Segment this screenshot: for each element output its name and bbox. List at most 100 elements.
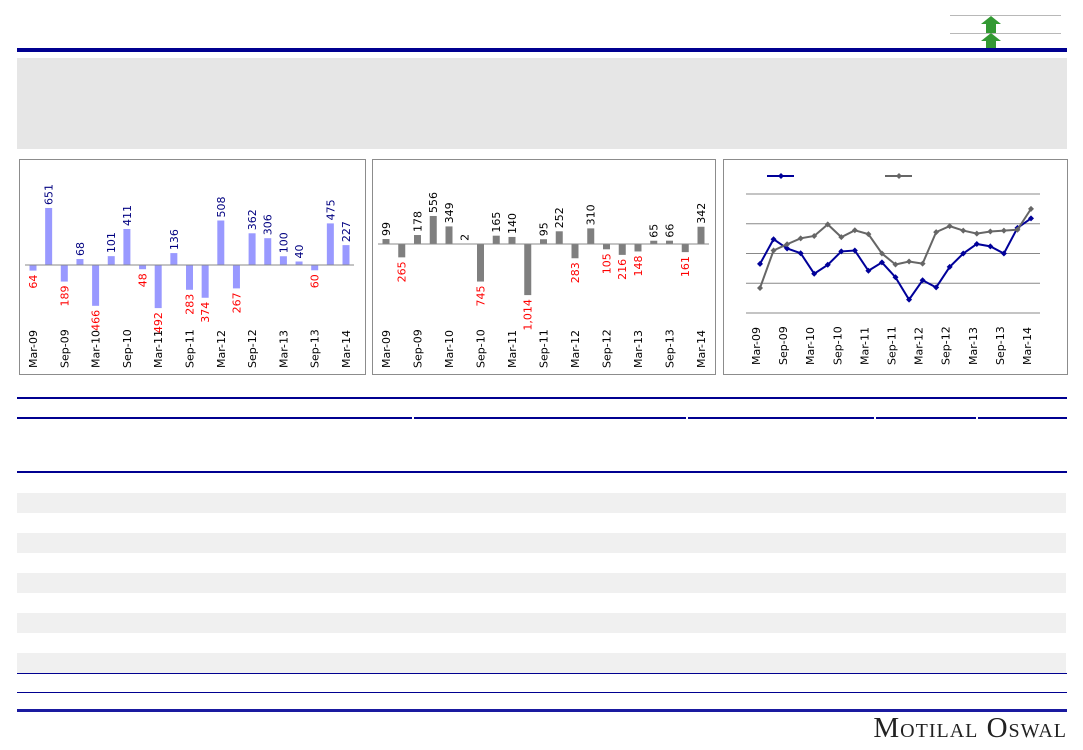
data-label: 2 bbox=[459, 234, 472, 241]
data-point bbox=[933, 229, 940, 236]
bar bbox=[650, 240, 658, 244]
data-label: 161 bbox=[679, 256, 692, 277]
x-tick-label: Mar-10 bbox=[804, 327, 817, 365]
data-point bbox=[838, 234, 845, 241]
header-rule bbox=[950, 15, 1061, 16]
data-label: 148 bbox=[632, 255, 645, 276]
x-tick-label: Sep-09 bbox=[412, 329, 425, 368]
data-label: 349 bbox=[443, 202, 456, 223]
table-row bbox=[17, 493, 1066, 513]
x-tick-label: Mar-10 bbox=[90, 330, 103, 368]
table-row bbox=[17, 533, 1066, 553]
header-rule-thick bbox=[17, 48, 1067, 52]
bar bbox=[382, 239, 390, 244]
data-label: 68 bbox=[74, 242, 87, 256]
data-label: 651 bbox=[43, 184, 56, 205]
data-label: 1,014 bbox=[522, 299, 535, 331]
data-label: 136 bbox=[168, 229, 181, 250]
data-point bbox=[824, 261, 831, 268]
data-point bbox=[770, 247, 777, 254]
data-point bbox=[919, 277, 926, 284]
x-tick-label: Sep-13 bbox=[994, 326, 1007, 365]
data-point bbox=[811, 270, 818, 277]
data-label: 66 bbox=[664, 224, 677, 238]
x-tick-label: Sep-11 bbox=[886, 326, 899, 365]
bar bbox=[29, 265, 37, 271]
data-label: 99 bbox=[380, 222, 393, 236]
bar bbox=[398, 244, 406, 258]
x-tick-label: Sep-10 bbox=[831, 326, 844, 365]
data-label: 556 bbox=[427, 192, 440, 213]
x-tick-label: Sep-11 bbox=[184, 329, 197, 368]
data-point bbox=[838, 248, 845, 255]
data-label: 65 bbox=[648, 224, 661, 238]
data-label: 105 bbox=[601, 253, 614, 274]
data-point bbox=[973, 240, 980, 247]
data-label: 48 bbox=[137, 273, 150, 287]
data-point bbox=[878, 259, 885, 266]
bar bbox=[477, 244, 484, 282]
data-label: 362 bbox=[246, 209, 259, 230]
data-point bbox=[824, 221, 831, 228]
x-tick-label: Mar-14 bbox=[695, 330, 708, 368]
data-label: 216 bbox=[616, 259, 629, 280]
data-point bbox=[851, 247, 858, 254]
table-row bbox=[17, 573, 1066, 593]
table-header-rule bbox=[688, 417, 874, 419]
table-row bbox=[17, 613, 1066, 633]
data-label: 252 bbox=[553, 207, 566, 228]
bar bbox=[571, 244, 579, 259]
bar bbox=[681, 244, 689, 253]
data-point bbox=[1000, 227, 1007, 234]
data-point bbox=[757, 285, 763, 292]
bar bbox=[45, 207, 53, 265]
bar bbox=[697, 226, 705, 244]
bar bbox=[232, 265, 240, 289]
data-point bbox=[1028, 215, 1034, 222]
chart-2: 99 265 178 556 349 2 745 165 140 1,014 95 252 283 310… bbox=[372, 159, 716, 375]
table-header-rule bbox=[876, 417, 976, 419]
table-row bbox=[17, 653, 1066, 673]
footer-rule bbox=[17, 709, 1067, 712]
data-label: 411 bbox=[121, 205, 134, 226]
x-tick-label: Mar-09 bbox=[27, 330, 40, 368]
data-label: 267 bbox=[230, 292, 243, 313]
bar bbox=[445, 226, 453, 244]
data-point bbox=[960, 250, 967, 257]
bar bbox=[603, 244, 610, 250]
data-label: 745 bbox=[475, 286, 488, 307]
bar bbox=[492, 235, 500, 244]
bar bbox=[295, 261, 303, 265]
data-point bbox=[906, 296, 913, 303]
data-label: 475 bbox=[324, 199, 337, 220]
data-point bbox=[865, 231, 872, 238]
x-tick-label: Mar-12 bbox=[913, 327, 926, 365]
data-point bbox=[784, 245, 791, 252]
header-rule bbox=[950, 33, 1061, 34]
bar bbox=[508, 236, 516, 244]
bar bbox=[154, 265, 162, 309]
data-label: 342 bbox=[695, 203, 708, 224]
x-tick-label: Mar-09 bbox=[750, 327, 763, 365]
arrow-up-icon bbox=[981, 16, 1001, 33]
data-point bbox=[946, 263, 953, 270]
x-tick-label: Mar-09 bbox=[380, 330, 393, 368]
bar bbox=[217, 220, 225, 265]
data-point bbox=[987, 228, 994, 235]
data-point bbox=[770, 236, 777, 243]
x-tick-label: Mar-11 bbox=[858, 327, 871, 365]
data-point bbox=[797, 235, 804, 242]
data-label: 60 bbox=[309, 274, 322, 288]
data-label: 64 bbox=[27, 275, 40, 289]
bar bbox=[60, 265, 68, 282]
bar bbox=[76, 259, 84, 265]
data-point bbox=[987, 243, 994, 250]
legend-marker bbox=[896, 173, 902, 179]
data-point bbox=[892, 274, 899, 281]
bar bbox=[279, 256, 287, 265]
data-point bbox=[933, 284, 940, 291]
table-rule bbox=[17, 673, 1067, 674]
bar bbox=[170, 253, 178, 265]
